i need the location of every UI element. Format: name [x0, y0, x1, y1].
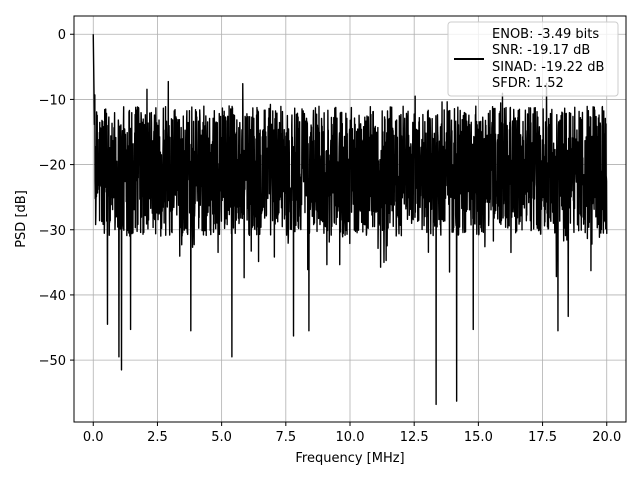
x-tick-label: 2.5 [147, 430, 168, 445]
x-axis-label: Frequency [MHz] [295, 451, 404, 466]
y-axis-ticks: 0 −10 −20 −30 −40 −50 [39, 28, 74, 369]
x-tick-label: 20.0 [592, 430, 621, 445]
y-tick-label: −20 [39, 159, 66, 174]
x-tick-label: 12.5 [400, 430, 429, 445]
psd-series-line [92, 34, 608, 406]
plot-area [92, 34, 608, 406]
y-tick-label: −10 [39, 93, 66, 108]
y-tick-label: −30 [39, 224, 66, 239]
x-tick-label: 10.0 [336, 430, 365, 445]
x-tick-label: 0.0 [83, 430, 104, 445]
x-tick-label: 7.5 [275, 430, 296, 445]
legend-box [447, 21, 619, 97]
legend-entry-sinad: SINAD: -19.22 dB [492, 60, 604, 75]
legend-entry-snr: SNR: -19.17 dB [492, 43, 590, 58]
y-tick-label: −40 [39, 289, 66, 304]
x-tick-label: 5.0 [211, 430, 232, 445]
x-axis-ticks: 0.0 2.5 5.0 7.5 10.0 12.5 15.0 17.5 20.0 [83, 422, 621, 445]
legend-entry-enob: ENOB: -3.49 bits [492, 27, 599, 42]
y-axis-label: PSD [dB] [14, 190, 29, 248]
y-tick-label: 0 [58, 28, 66, 43]
x-tick-label: 17.5 [528, 430, 557, 445]
x-tick-label: 15.0 [464, 430, 493, 445]
legend: ENOB: -3.49 bits SNR: -19.17 dB SINAD: -… [447, 21, 619, 97]
y-tick-label: −50 [39, 354, 66, 369]
legend-entry-sfdr: SFDR: 1.52 [492, 76, 564, 91]
